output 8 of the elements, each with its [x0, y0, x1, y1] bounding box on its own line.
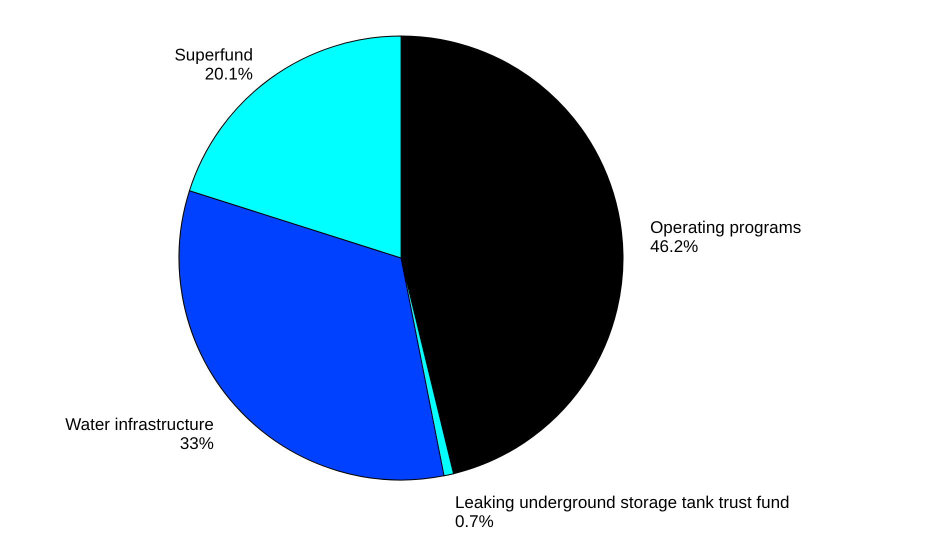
slice-label: Water infrastructure: [65, 415, 214, 434]
slice-label: Superfund: [174, 46, 253, 65]
data-label: 33%: [180, 434, 214, 454]
data-label: 0.7%: [454, 512, 494, 531]
slice-label: Operating programs: [650, 218, 802, 238]
data-label: 46.2%: [650, 237, 698, 256]
data-label: 20.1%: [204, 64, 253, 84]
slice-label: Leaking underground storage tank trust fund: [454, 492, 790, 512]
